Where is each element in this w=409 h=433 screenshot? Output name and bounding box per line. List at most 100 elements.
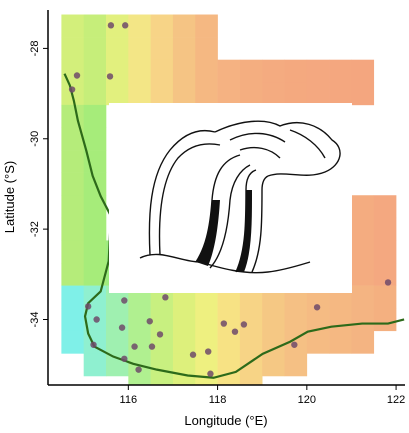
grid-cell (172, 308, 196, 332)
grid-cell (329, 82, 352, 106)
grid-cell (351, 217, 375, 241)
grid-cell (83, 14, 107, 38)
site-point (148, 343, 156, 350)
site-point (189, 351, 197, 358)
grid-cell (106, 82, 129, 106)
site-point (84, 303, 92, 310)
site-point (231, 328, 239, 335)
grid-cell (83, 104, 107, 128)
plant-shading (196, 190, 252, 272)
grid-cell (195, 82, 218, 106)
x-tick-label: 120 (298, 394, 316, 406)
grid-cell (172, 375, 196, 385)
y-tick-label: -30 (29, 131, 41, 147)
grid-cell (329, 330, 352, 354)
grid-cell (61, 217, 84, 241)
grid-cell (351, 263, 375, 286)
grid-cell (172, 330, 196, 354)
grid-cell (83, 353, 107, 377)
grid-cell (61, 195, 84, 219)
grid-cell (306, 59, 330, 83)
grid-cell (83, 240, 107, 264)
grid-cell (128, 82, 151, 106)
grid-cell (217, 353, 241, 377)
grid-cell (61, 330, 84, 354)
grid-cell (284, 353, 308, 377)
grid-cell (83, 59, 107, 83)
grid-cell (128, 330, 151, 354)
grid-cell (61, 37, 84, 60)
grid-cell (61, 308, 84, 332)
grid-cell (195, 59, 218, 83)
grid-cell (217, 59, 241, 83)
grid-cell (195, 353, 218, 377)
grid-cell (83, 195, 107, 219)
site-point (68, 86, 76, 93)
grid-cell (284, 82, 308, 106)
grid-cell (61, 59, 84, 83)
grid-cell (373, 308, 397, 332)
grid-cell (351, 308, 375, 332)
x-tick-label: 118 (209, 394, 227, 406)
site-point (135, 366, 142, 373)
grid-cell (195, 330, 218, 354)
grid-cell (351, 59, 375, 83)
grid-cell (284, 59, 308, 83)
grid-cell (61, 127, 84, 151)
grid-cell (329, 59, 352, 83)
grid-cell (195, 14, 218, 38)
site-point (156, 331, 164, 338)
grid-cell (61, 285, 84, 309)
grid-cell (351, 195, 375, 219)
grid-cell (195, 375, 218, 385)
grid-cell (61, 104, 84, 128)
grid-cell (351, 330, 375, 354)
grid-cell (128, 59, 151, 83)
grid-cell (172, 59, 196, 83)
site-point (131, 343, 138, 350)
y-axis-title: Latitude (°S) (2, 161, 17, 233)
grid-cell (262, 82, 285, 106)
site-point (122, 22, 129, 29)
grid-cell (373, 195, 397, 219)
grid-cell (83, 127, 107, 151)
grid-cell (239, 330, 263, 354)
grid-cell (150, 308, 174, 332)
site-point (121, 355, 128, 362)
grid-cell (351, 285, 375, 309)
grid-cell (150, 330, 174, 354)
site-point (220, 320, 228, 327)
site-point (118, 324, 126, 331)
grid-cell (150, 37, 174, 60)
x-tick-label: 116 (120, 394, 138, 406)
x-tick-label: 122 (387, 394, 405, 406)
grid-cell (262, 308, 285, 332)
grid-cell (172, 14, 196, 38)
x-axis-title: Longitude (°E) (184, 413, 267, 428)
grid-cell (195, 37, 218, 60)
grid-cell (262, 353, 285, 377)
grid-cell (128, 37, 151, 60)
grid-cell (239, 59, 263, 83)
site-point (146, 318, 153, 325)
grid-cell (351, 240, 375, 264)
grid-cell (373, 263, 397, 286)
grid-cell (61, 14, 84, 38)
grid-cell (373, 217, 397, 241)
grid-cell (217, 82, 241, 106)
y-tick-label: -34 (29, 312, 41, 328)
grid-cell (306, 330, 330, 354)
site-point (162, 294, 169, 301)
grid-cell (106, 330, 129, 354)
site-point (121, 297, 128, 304)
grid-cell (262, 330, 285, 354)
grid-cell (61, 150, 84, 173)
points-layer (68, 22, 392, 377)
grid-cell (172, 353, 196, 377)
inset-illustration (109, 103, 352, 293)
grid-cell (150, 82, 174, 106)
grid-cell (61, 240, 84, 264)
grid-cell (128, 375, 151, 385)
grid-cell (239, 82, 263, 106)
